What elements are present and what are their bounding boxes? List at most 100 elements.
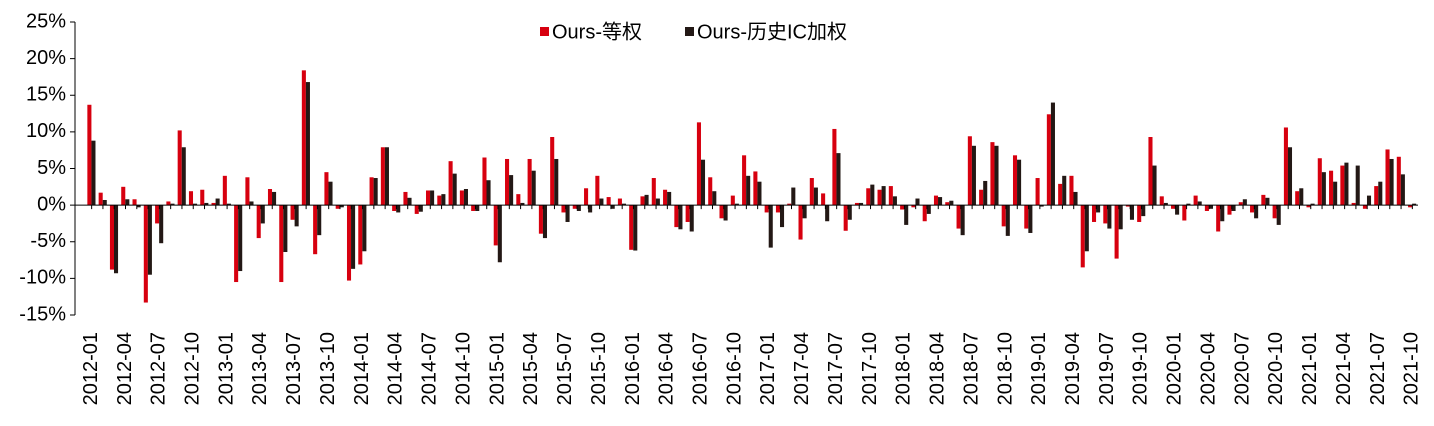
bar (1366, 195, 1372, 206)
bar (847, 205, 852, 220)
bar (113, 205, 119, 274)
bar (859, 202, 864, 206)
bar (452, 173, 457, 206)
bar (599, 198, 604, 206)
bar (685, 205, 690, 222)
bar (1171, 205, 1176, 209)
bar (1220, 205, 1225, 222)
bar (584, 188, 589, 206)
x-tick-label: 2019-01 (1028, 332, 1050, 405)
bar (723, 205, 728, 221)
bar (486, 180, 491, 206)
bar (200, 189, 205, 206)
bar (362, 205, 367, 252)
x-tick-label: 2015-10 (588, 332, 610, 405)
bar (177, 130, 182, 206)
bar (1283, 127, 1288, 206)
bar (757, 181, 762, 206)
bar (260, 205, 265, 224)
bar (339, 205, 344, 208)
bar (98, 192, 103, 206)
bar (324, 172, 329, 206)
bar (1351, 202, 1356, 206)
bar (730, 195, 735, 206)
bar (554, 158, 559, 206)
bar (911, 205, 916, 208)
bar (1216, 205, 1221, 232)
bar (1385, 149, 1390, 206)
bar (979, 189, 984, 206)
bar (576, 205, 581, 211)
legend-label: Ours-历史IC加权 (697, 20, 847, 43)
x-tick-label: 2021-04 (1333, 332, 1355, 405)
bar (301, 70, 306, 206)
bar (238, 205, 243, 272)
bar (655, 198, 660, 206)
bar (1396, 156, 1401, 206)
bar (222, 175, 227, 206)
bar (396, 205, 401, 213)
bar (170, 203, 175, 206)
x-tick-label: 2017-10 (859, 332, 881, 405)
x-tick-label: 2016-04 (656, 332, 678, 405)
bar (1001, 205, 1006, 227)
bar (892, 196, 897, 206)
bar (226, 203, 231, 206)
bar (505, 158, 510, 206)
bar (1080, 205, 1085, 268)
bar (938, 197, 943, 206)
x-tick-label: 2018-10 (994, 332, 1016, 405)
bar (753, 171, 758, 206)
bar (193, 203, 198, 206)
bar (1310, 203, 1315, 206)
bar (1175, 205, 1180, 215)
x-tick-label: 2021-07 (1367, 332, 1389, 405)
bar (211, 202, 216, 206)
bar (1250, 205, 1255, 213)
bar (610, 205, 615, 209)
bar (719, 205, 724, 219)
bar (136, 205, 141, 208)
bar (956, 205, 961, 229)
bar (696, 122, 701, 206)
x-tick-label: 2019-10 (1130, 332, 1152, 405)
bar (825, 205, 830, 222)
bar (1231, 205, 1236, 211)
bar (1152, 165, 1157, 206)
bar (644, 194, 649, 206)
x-tick-label: 2014-07 (419, 332, 441, 405)
bar (1046, 114, 1051, 206)
bar (550, 137, 555, 206)
bar (403, 191, 408, 206)
bar (1012, 155, 1018, 206)
x-tick-label: 2012-01 (80, 332, 102, 405)
bar (836, 153, 841, 206)
bar (900, 205, 905, 210)
bar (1129, 205, 1134, 220)
bar (945, 202, 950, 206)
bar (520, 202, 525, 206)
x-tick-label: 2013-01 (215, 332, 237, 405)
bar (245, 177, 250, 206)
bar (351, 205, 356, 269)
bar (674, 205, 679, 228)
bar (1125, 205, 1130, 207)
bar (384, 147, 389, 206)
bar (1050, 102, 1055, 206)
bar (572, 205, 577, 209)
bar (204, 202, 209, 206)
bar (215, 198, 220, 206)
x-tick-label: 2016-07 (689, 332, 711, 405)
legend-swatch (540, 27, 549, 36)
bar (712, 191, 717, 206)
bar (1227, 205, 1232, 215)
bar (448, 161, 453, 206)
bar (1408, 205, 1413, 208)
bar (742, 155, 747, 206)
bar (143, 205, 148, 303)
bar (565, 205, 570, 222)
bar (1103, 205, 1108, 224)
bar (1159, 196, 1164, 206)
bar (1114, 205, 1119, 259)
bar (1096, 205, 1101, 213)
